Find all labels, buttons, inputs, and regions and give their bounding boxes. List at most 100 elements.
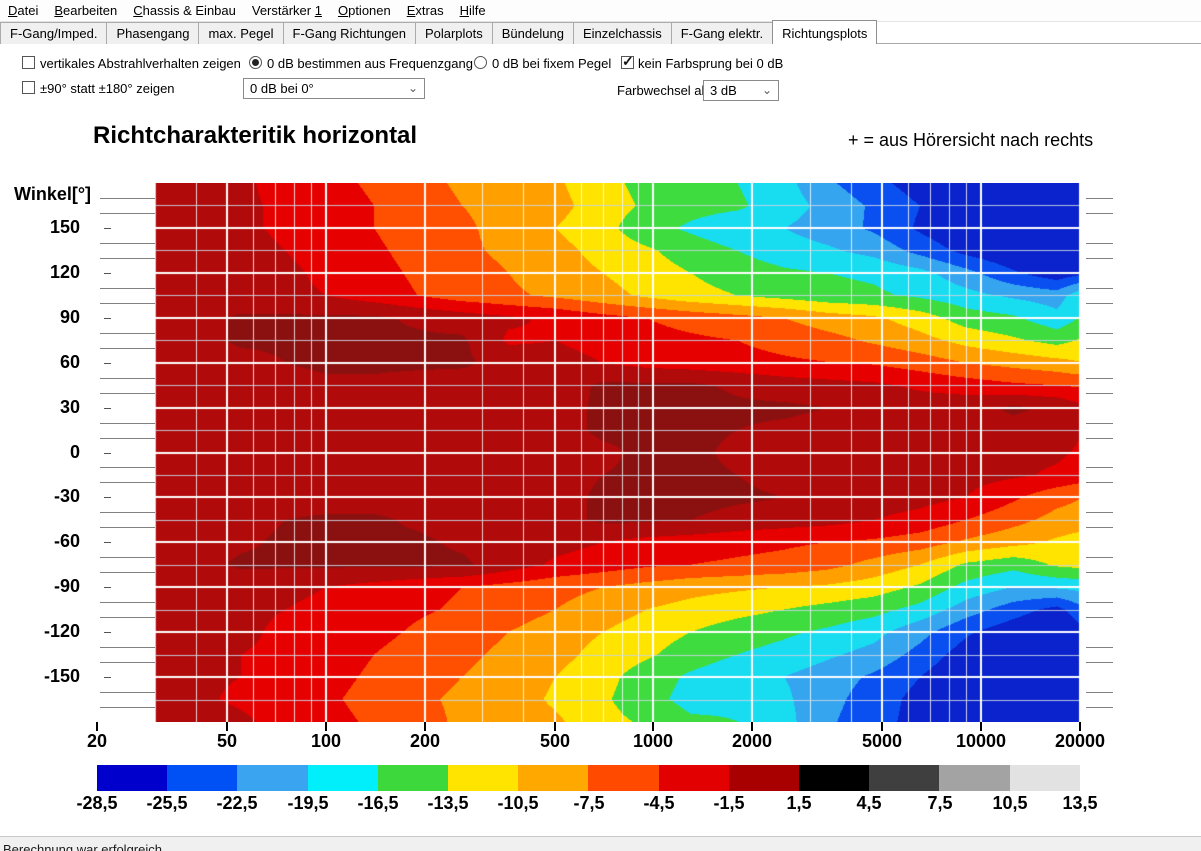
y-tick-mark [104,453,111,454]
tab-polarplots[interactable]: Polarplots [414,22,493,44]
tab-strip: F-Gang/Imped. Phasengang max. Pegel F-Gang … [0,20,1201,44]
menu-item-verst-rker-1[interactable]: Verstärker 1 [251,3,322,18]
tab-phasengang[interactable]: Phasengang [106,22,200,44]
checkbox-vertikales-abstrahlverhalten[interactable] [22,56,35,69]
colorbar-label: -22,5 [216,793,258,813]
y-tick-mark [104,318,111,319]
menu-item-extras[interactable]: Extras [406,3,444,18]
tab-einzelchassis[interactable]: Einzelchassis [572,22,672,44]
y-minor-tick-right [1086,467,1113,468]
x-tick-label: 2000 [731,731,773,751]
colorbar [97,765,1080,791]
x-tick-label: 5000 [861,731,903,751]
chart-note: + = aus Hörersicht nach rechts [848,130,1094,150]
dropdown-farbwechsel[interactable]: 3 dB ⌄ [703,80,779,101]
tab-f-gang-imped-[interactable]: F-Gang/Imped. [0,22,108,44]
y-minor-tick-left [100,348,155,349]
menu-item-bearbeiten[interactable]: Bearbeiten [54,3,118,18]
y-minor-tick-left [100,572,155,573]
checkbox-90-statt-180[interactable] [22,81,35,94]
colorbar-segment [799,765,870,791]
y-tick-label: 60 [59,351,80,372]
y-minor-tick-right [1086,438,1113,439]
plot-options-panel: vertikales Abstrahlverhalten zeigen 0 dB… [0,45,1201,111]
y-minor-tick-right [1086,348,1113,349]
y-minor-tick-right [1086,423,1113,424]
tab-b-ndelung[interactable]: Bündelung [491,22,574,44]
colorbar-segment [728,765,800,791]
chevron-down-icon: ⌄ [761,83,772,97]
colorbar-label: 13,5 [1062,793,1098,813]
colorbar-label: 7,5 [927,793,953,813]
menu-item-datei[interactable]: Datei [8,3,39,18]
x-tick-mark [1079,722,1081,731]
colorbar-segment [167,765,238,791]
y-minor-tick-left [100,692,155,693]
y-minor-tick-right [1086,213,1113,214]
y-minor-tick-right [1086,512,1113,513]
y-tick-mark [104,273,111,274]
colorbar-label: -13,5 [427,793,469,813]
y-minor-tick-left [100,243,155,244]
y-minor-tick-left [100,512,155,513]
menu-bar: Datei Bearbeiten Chassis & Einbau Verstärke… [0,0,1201,22]
y-minor-tick-right [1086,198,1113,199]
dropdown-0db-bei[interactable]: 0 dB bei 0° ⌄ [243,78,425,99]
checkbox-kein-farbsprung-label: kein Farbsprung bei 0 dB [638,56,784,71]
y-minor-tick-right [1086,647,1113,648]
y-tick-mark [104,542,111,543]
colorbar-segment [869,765,940,791]
colorbar-label: -10,5 [497,793,539,813]
y-minor-tick-left [100,198,155,199]
y-minor-tick-left [100,423,155,424]
y-tick-mark [104,677,111,678]
radio-0db-frequenzgang-label: 0 dB bestimmen aus Frequenzgang [267,56,473,71]
y-minor-tick-left [100,258,155,259]
radio-0db-fixem-pegel-label: 0 dB bei fixem Pegel [492,56,612,71]
menu-item-hilfe[interactable]: Hilfe [459,3,486,18]
x-tick-mark [980,722,982,731]
menu-item-chassis-einbau[interactable]: Chassis & Einbau [133,3,236,18]
radio-0db-fixem-pegel[interactable] [474,56,487,69]
y-minor-tick-right [1086,393,1113,394]
radio-0db-frequenzgang[interactable] [249,56,262,69]
y-minor-tick-left [100,617,155,618]
y-tick-mark [104,587,111,588]
y-minor-tick-right [1086,572,1113,573]
y-minor-tick-right [1086,707,1113,708]
y-minor-tick-left [100,647,155,648]
y-minor-tick-left [100,482,155,483]
y-minor-tick-left [100,393,155,394]
tab-f-gang-elektr-[interactable]: F-Gang elektr. [670,22,774,44]
farbwechsel-label: Farbwechsel alle [617,83,715,98]
x-tick-mark [881,722,883,731]
x-tick-label: 50 [216,731,238,751]
y-minor-tick-left [100,707,155,708]
colorbar-segment [588,765,659,791]
tab-richtungsplots[interactable]: Richtungsplots [772,20,878,44]
y-minor-tick-left [100,333,155,334]
colorbar-segment [377,765,449,791]
y-tick-label: 120 [49,261,80,282]
y-minor-tick-left [100,662,155,663]
status-bar: Berechnung war erfolgreich [0,836,1201,851]
y-minor-tick-right [1086,258,1113,259]
colorbar-segment [237,765,308,791]
y-minor-tick-left [100,602,155,603]
y-tick-label: 0 [69,441,80,462]
x-tick-label: 500 [539,731,571,751]
y-minor-tick-right [1086,557,1113,558]
menu-item-optionen[interactable]: Optionen [337,3,391,18]
y-minor-tick-right [1086,243,1113,244]
checkbox-vertikales-label: vertikales Abstrahlverhalten zeigen [40,56,241,71]
x-tick-label: 20 [86,731,108,751]
checkbox-kein-farbsprung[interactable]: ✓ [621,53,634,69]
tab-max-pegel[interactable]: max. Pegel [198,22,284,44]
checkbox-90-statt-180-label: ±90° statt ±180° zeigen [40,81,175,96]
colorbar-label: -1,5 [713,793,745,813]
y-tick-label: -150 [43,666,80,687]
colorbar-label: -19,5 [287,793,329,813]
y-tick-label: -30 [53,486,80,507]
tab-f-gang-richtungen[interactable]: F-Gang Richtungen [282,22,416,44]
